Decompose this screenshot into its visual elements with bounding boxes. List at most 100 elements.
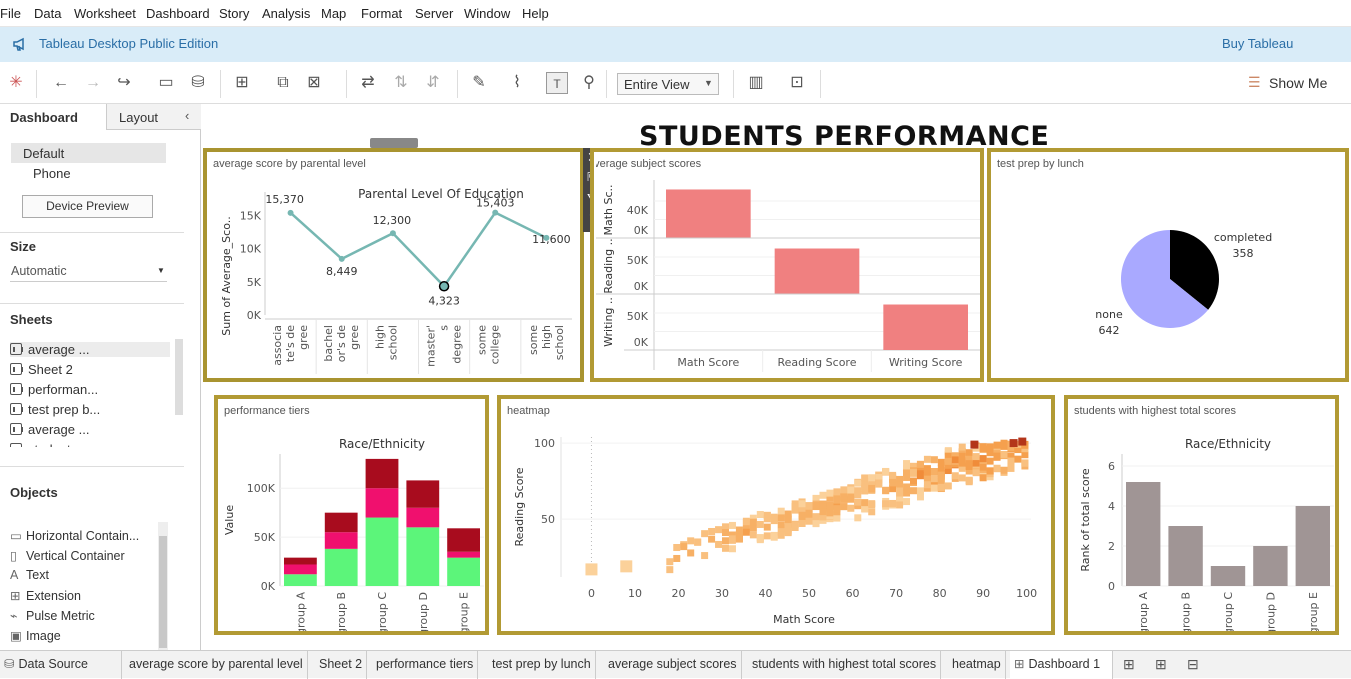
objects-heading: Objects bbox=[10, 485, 58, 500]
highlight-icon[interactable]: ✎ bbox=[472, 74, 486, 91]
data-label: 4,323 bbox=[428, 294, 460, 307]
zone-tiers[interactable]: performance tiers Race/Ethnicity Value 0K 5… bbox=[214, 395, 489, 635]
sort-ascending-icon[interactable]: ⇅ bbox=[394, 74, 408, 91]
show-me-icon: ☰ bbox=[1248, 74, 1261, 90]
new-worksheet-icon[interactable]: ⊞ bbox=[235, 74, 249, 91]
object-image[interactable]: ▣ Image bbox=[10, 628, 61, 643]
collapse-icon[interactable]: ‹ bbox=[185, 108, 190, 123]
y-tick-label: 40K bbox=[627, 204, 649, 217]
tab-sheet[interactable]: students with highest total scores bbox=[748, 651, 942, 679]
testprep-pie-chart[interactable]: completed 358 none 642 bbox=[991, 152, 1345, 378]
show-me-button[interactable]: ☰ Show Me bbox=[1240, 70, 1340, 96]
duplicate-icon[interactable]: ⧉ bbox=[277, 74, 289, 91]
sheet-item[interactable]: average ... bbox=[10, 422, 89, 437]
heat-cell bbox=[958, 443, 966, 451]
sheet-item[interactable]: Sheet 2 bbox=[10, 362, 73, 377]
menu-help[interactable]: Help bbox=[522, 6, 549, 21]
sort-descending-icon[interactable]: ⇵ bbox=[426, 74, 440, 91]
object-horizontal[interactable]: ▭ Horizontal Contain... bbox=[10, 528, 139, 543]
heat-cell bbox=[819, 508, 827, 516]
undo-icon[interactable]: ← bbox=[53, 74, 69, 91]
object-vertical[interactable]: ▯ Vertical Container bbox=[10, 548, 125, 563]
tab-layout-label: Layout bbox=[119, 110, 159, 125]
highest-bar-chart[interactable]: Race/Ethnicity Rank of total score 0 2 4 6 gro… bbox=[1068, 399, 1335, 631]
zone-subject[interactable]: average subject scores Math Sc.. 0K 40K Rea… bbox=[590, 148, 984, 382]
zone-highest[interactable]: students with highest total scores Race/… bbox=[1064, 395, 1339, 635]
object-text[interactable]: A Text bbox=[10, 568, 49, 582]
menu-map[interactable]: Map bbox=[321, 6, 347, 21]
group-icon[interactable]: ⌇ bbox=[513, 74, 521, 91]
zone-testprep[interactable]: test prep by lunch completed 358 none 642 bbox=[987, 148, 1349, 382]
show-labels-icon[interactable]: T bbox=[546, 72, 568, 94]
x-tick-label: 60 bbox=[846, 587, 860, 600]
heatmap-chart[interactable]: Reading Score Math Score 50 100 0 10 20 30 40 50 6… bbox=[501, 399, 1051, 631]
menu-dashboard[interactable]: Dashboard bbox=[146, 6, 210, 21]
tab-dashboard-1[interactable]: ⊞ Dashboard 1 bbox=[1010, 651, 1113, 679]
heat-cell bbox=[1014, 455, 1022, 463]
cards-icon[interactable]: ▥ bbox=[748, 74, 764, 91]
drag-handle[interactable] bbox=[370, 138, 418, 148]
bar bbox=[1126, 482, 1161, 586]
new-worksheet-icon[interactable]: ⊞ bbox=[1123, 656, 1135, 672]
size-dropdown[interactable]: Automatic ▼ bbox=[10, 262, 167, 282]
sheets-scrollbar[interactable] bbox=[175, 339, 183, 415]
swap-icon[interactable]: ⇄ bbox=[361, 74, 375, 91]
y-tick-label: 50K bbox=[627, 310, 649, 323]
new-dashboard-icon[interactable]: ⊞ bbox=[1155, 656, 1167, 672]
new-datasource-icon[interactable]: ⛁ bbox=[191, 74, 205, 91]
heat-cell bbox=[993, 445, 1001, 453]
data-point bbox=[438, 281, 450, 292]
device-default[interactable]: Default bbox=[11, 143, 166, 163]
tab-data-source[interactable]: ⛁ Data Source bbox=[0, 651, 122, 679]
new-story-icon[interactable]: ⊟ bbox=[1187, 656, 1199, 672]
menu-analysis[interactable]: Analysis bbox=[262, 6, 311, 21]
y-axis-label: Value bbox=[223, 505, 236, 535]
tab-sheet[interactable]: performance tiers bbox=[372, 651, 479, 679]
tab-sheet[interactable]: test prep by lunch bbox=[488, 651, 596, 679]
menu-worksheet[interactable]: Worksheet bbox=[74, 6, 136, 21]
fit-dropdown[interactable]: Entire View ▼ bbox=[617, 73, 719, 95]
pulse-icon: ⌁ bbox=[10, 609, 18, 623]
replay-icon[interactable]: ↪ bbox=[117, 74, 131, 91]
sheet-item[interactable]: students ... bbox=[10, 442, 92, 447]
menu-format[interactable]: Format bbox=[361, 6, 403, 21]
menu-data[interactable]: Data bbox=[34, 6, 62, 21]
tiers-stacked-bar-chart[interactable]: Race/Ethnicity Value 0K 50K 100K group A group… bbox=[218, 399, 485, 631]
buy-tableau-link[interactable]: Buy Tableau bbox=[1222, 36, 1294, 51]
clear-sheet-icon[interactable]: ⊠ bbox=[307, 74, 321, 91]
objects-scrollbar[interactable] bbox=[158, 522, 168, 650]
tab-sheet[interactable]: average score by parental level bbox=[125, 651, 308, 679]
redo-icon[interactable]: → bbox=[85, 74, 101, 91]
tab-layout[interactable]: Layout ‹ bbox=[106, 104, 201, 130]
tab-dashboard[interactable]: Dashboard bbox=[0, 104, 106, 130]
tab-sheet[interactable]: average subject scores bbox=[604, 651, 742, 679]
heat-cell bbox=[777, 507, 785, 515]
object-extension[interactable]: ⊞ Extension bbox=[10, 588, 81, 603]
parental-line-chart[interactable]: Parental Level Of Education Sum of Averag… bbox=[207, 152, 580, 378]
device-preview-button[interactable]: Device Preview bbox=[22, 195, 153, 218]
sheet-item[interactable]: test prep b... bbox=[10, 402, 100, 417]
sheet-item[interactable]: performan... bbox=[10, 382, 98, 397]
heat-cell bbox=[847, 495, 855, 503]
presentation-icon[interactable]: ⊡ bbox=[790, 74, 804, 91]
menu-window[interactable]: Window bbox=[464, 6, 511, 21]
toolbar: ✳ ← → ↪ ▭ ⛁ ⊞ ⧉ ⊠ ⇄ ⇅ ⇵ ✎ ⌇ T ⚲ Entire V… bbox=[0, 62, 1351, 104]
heat-cell bbox=[861, 505, 869, 513]
menu-server[interactable]: Server bbox=[415, 6, 454, 21]
save-icon[interactable]: ▭ bbox=[158, 74, 174, 91]
sheet-item[interactable]: average ... bbox=[10, 342, 170, 357]
zone-parental[interactable]: average score by parental level Parental… bbox=[203, 148, 584, 382]
heat-cell bbox=[986, 443, 994, 451]
device-phone[interactable]: Phone bbox=[33, 166, 71, 181]
object-pulse[interactable]: ⌁ Pulse Metric bbox=[10, 608, 95, 623]
zone-heatmap[interactable]: heatmap Reading Score Math Score 50 100 0 10 2… bbox=[497, 395, 1055, 635]
menu-story[interactable]: Story bbox=[219, 6, 250, 21]
heat-cell bbox=[958, 459, 966, 467]
heat-cell bbox=[1007, 452, 1015, 460]
tableau-logo-icon[interactable]: ✳ bbox=[9, 74, 23, 91]
pin-icon[interactable]: ⚲ bbox=[583, 74, 595, 91]
tab-sheet[interactable]: heatmap bbox=[948, 651, 1006, 679]
menu-file[interactable]: File bbox=[0, 6, 21, 21]
tab-sheet[interactable]: Sheet 2 bbox=[315, 651, 368, 679]
subject-bar-chart[interactable]: Math Sc.. 0K 40K Reading .. 0K 50K Writing .. 0… bbox=[594, 152, 980, 378]
